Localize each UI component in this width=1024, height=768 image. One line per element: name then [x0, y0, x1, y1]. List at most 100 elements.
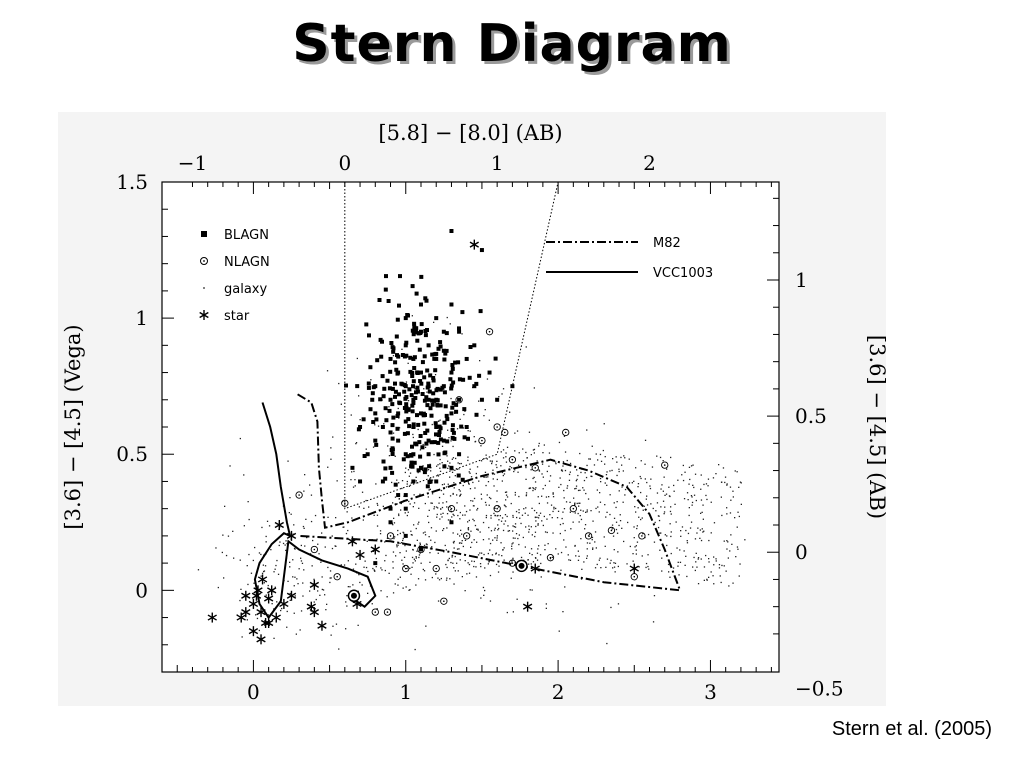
- galaxy-point: [504, 491, 507, 493]
- galaxy-point: [560, 483, 562, 486]
- galaxy-point: [436, 465, 438, 467]
- galaxy-point: [688, 514, 690, 517]
- galaxy-point: [377, 425, 380, 427]
- blagn-point: [388, 465, 393, 470]
- galaxy-point: [265, 541, 267, 543]
- galaxy-point: [545, 496, 548, 498]
- galaxy-point: [720, 581, 722, 584]
- blagn-point: [429, 413, 434, 418]
- galaxy-point: [457, 570, 459, 572]
- galaxy-point: [586, 509, 588, 511]
- blagn-point: [434, 479, 439, 484]
- galaxy-point: [588, 533, 591, 535]
- galaxy-point: [516, 516, 518, 519]
- galaxy-point: [271, 603, 273, 605]
- galaxy-point: [518, 452, 520, 454]
- galaxy-point: [435, 530, 437, 532]
- blagn-point: [397, 303, 401, 308]
- star-stroke: [207, 614, 217, 621]
- galaxy-point: [448, 465, 450, 467]
- galaxy-point: [681, 526, 684, 528]
- galaxy-point: [599, 477, 602, 480]
- galaxy-point: [659, 532, 661, 534]
- galaxy-point: [619, 514, 621, 516]
- galaxy-point: [628, 458, 630, 460]
- galaxy-point: [397, 578, 399, 580]
- blagn-point: [433, 368, 438, 373]
- galaxy-point: [441, 516, 443, 518]
- galaxy-point: [399, 542, 401, 544]
- galaxy-point: [446, 513, 449, 515]
- blagn-point: [390, 452, 395, 456]
- galaxy-point: [461, 333, 463, 335]
- galaxy-point: [578, 521, 580, 523]
- galaxy-point: [599, 453, 602, 456]
- galaxy-point: [525, 451, 527, 454]
- galaxy-point: [311, 565, 313, 567]
- galaxy-point: [538, 502, 540, 505]
- galaxy-point: [403, 532, 405, 534]
- galaxy-point: [326, 603, 328, 605]
- galaxy-point: [437, 552, 439, 554]
- galaxy-point: [503, 547, 505, 549]
- blagn-point: [416, 468, 421, 473]
- galaxy-point: [562, 461, 565, 463]
- nlagn-point-center: [488, 330, 491, 333]
- legend-item-galaxy: galaxy: [203, 282, 267, 297]
- galaxy-point: [544, 544, 546, 546]
- galaxy-point: [563, 435, 566, 437]
- galaxy-point: [569, 471, 571, 473]
- galaxy-point: [433, 506, 436, 508]
- galaxy-point: [631, 482, 633, 484]
- galaxy-point: [561, 469, 563, 471]
- galaxy-point: [477, 528, 479, 530]
- galaxy-point: [585, 511, 587, 513]
- galaxy-point: [585, 492, 587, 495]
- galaxy-point: [467, 430, 469, 432]
- galaxy-point: [634, 546, 636, 548]
- galaxy-point: [496, 478, 498, 481]
- galaxy-point: [565, 501, 568, 503]
- galaxy-point: [447, 559, 449, 561]
- star-stroke: [352, 600, 362, 608]
- star-point: [279, 598, 289, 609]
- galaxy-point: [574, 504, 576, 506]
- blagn-point: [426, 381, 431, 386]
- right-tick-label: 0.5: [795, 404, 827, 428]
- galaxy-point: [239, 599, 241, 602]
- galaxy-point: [469, 430, 471, 432]
- galaxy-point: [646, 504, 649, 506]
- galaxy-point: [514, 537, 516, 539]
- galaxy-point: [503, 523, 505, 525]
- galaxy-point: [294, 548, 296, 550]
- galaxy-point: [576, 469, 578, 471]
- galaxy-point: [622, 470, 624, 472]
- galaxy-point: [701, 511, 703, 513]
- galaxy-point: [354, 485, 356, 487]
- galaxy-point: [474, 440, 477, 443]
- blagn-point: [364, 322, 369, 327]
- galaxy-point: [370, 379, 372, 381]
- galaxy-point: [349, 586, 351, 588]
- galaxy-point: [264, 565, 267, 567]
- galaxy-point: [327, 516, 329, 518]
- legend-item-star: star: [199, 309, 250, 324]
- galaxy-point: [544, 484, 546, 487]
- galaxy-point: [331, 547, 334, 550]
- galaxy-point: [548, 480, 551, 482]
- galaxy-point: [512, 516, 514, 518]
- galaxy-point: [470, 476, 473, 478]
- star-point: [253, 585, 263, 596]
- galaxy-point: [685, 529, 687, 532]
- galaxy-point: [706, 578, 708, 580]
- galaxy-point: [688, 466, 691, 468]
- nlagn-point: [508, 456, 517, 464]
- galaxy-point: [648, 568, 650, 570]
- blagn-point: [393, 482, 398, 487]
- galaxy-point: [632, 553, 634, 555]
- galaxy-point: [661, 484, 663, 486]
- galaxy-point: [726, 548, 728, 550]
- galaxy-point: [393, 517, 395, 519]
- star-stroke: [355, 551, 365, 559]
- galaxy-point: [520, 556, 523, 559]
